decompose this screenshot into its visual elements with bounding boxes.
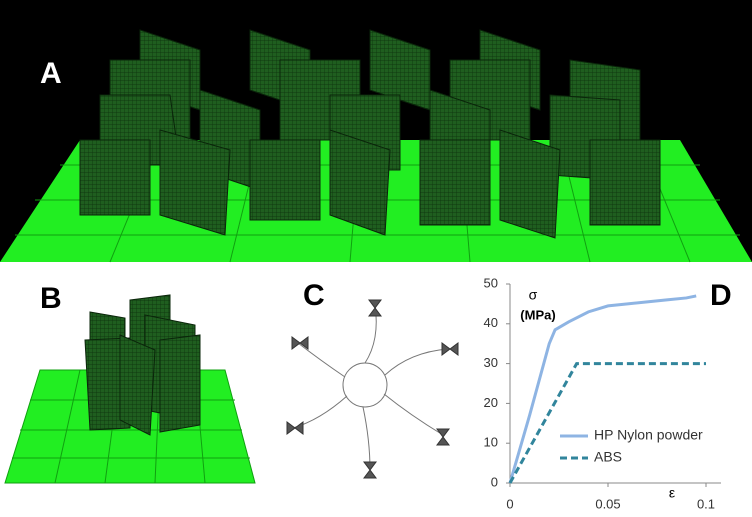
y-tick-label: 20 bbox=[484, 395, 498, 410]
y-tick-label: 40 bbox=[484, 315, 498, 330]
page: A B C D 0 10 20 30 40 50 0 0.05 0.1 σ (MPa) ε HP Nyl… bbox=[0, 0, 752, 517]
legend-label: HP Nylon powder bbox=[594, 427, 703, 443]
spiral-diagram bbox=[293, 305, 448, 470]
bowtie-icons bbox=[287, 300, 458, 478]
y-tick-label: 30 bbox=[484, 355, 498, 370]
y-tick-label: 0 bbox=[491, 474, 498, 489]
y-tick-label: 10 bbox=[484, 435, 498, 450]
y-axis-label: σ bbox=[529, 287, 538, 303]
x-tick-label: 0.05 bbox=[595, 496, 620, 511]
chart: 0 10 20 30 40 50 0 0.05 0.1 σ (MPa) ε HP Nylon powde… bbox=[484, 275, 721, 511]
x-tick-label: 0 bbox=[506, 496, 513, 511]
figure: A B C D 0 10 20 30 40 50 0 0.05 0.1 σ (MPa) ε HP Nyl… bbox=[0, 0, 752, 517]
panel-label: A bbox=[40, 57, 62, 90]
panel-label: C bbox=[303, 279, 325, 312]
legend-label: ABS bbox=[594, 449, 622, 465]
x-tick-label: 0.1 bbox=[697, 496, 715, 511]
y-axis-label: (MPa) bbox=[520, 307, 555, 322]
panel-label: D bbox=[710, 279, 732, 312]
panel-label: B bbox=[40, 282, 62, 315]
mesh-panels bbox=[85, 295, 200, 435]
y-tick-label: 50 bbox=[484, 275, 498, 290]
x-axis-label: ε bbox=[669, 485, 675, 501]
